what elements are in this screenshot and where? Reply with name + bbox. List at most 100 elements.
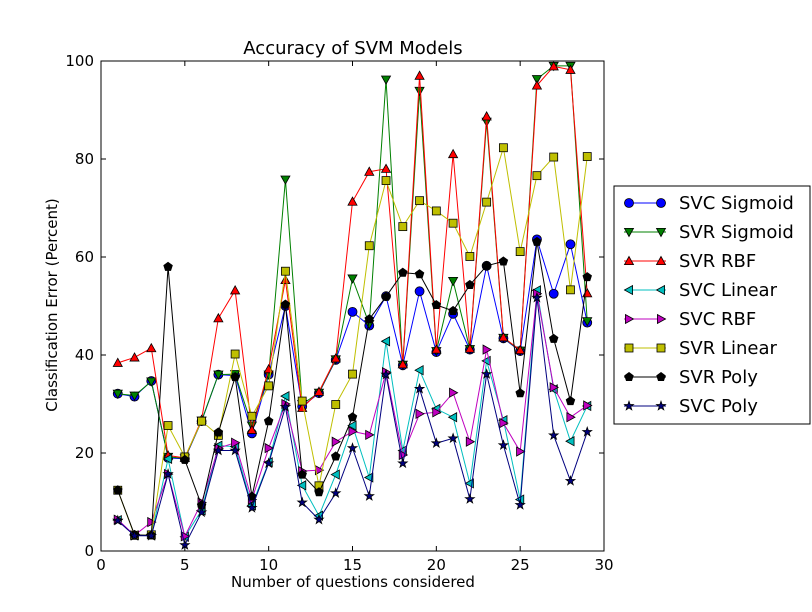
data-point	[146, 377, 157, 387]
data-point	[549, 152, 559, 162]
data-point	[331, 400, 341, 409]
data-point	[213, 427, 224, 437]
data-point	[448, 218, 458, 228]
data-point	[515, 388, 525, 398]
data-point	[128, 529, 141, 541]
legend-marker	[657, 313, 667, 325]
data-point	[548, 333, 559, 343]
data-point	[296, 496, 308, 508]
x-tick-label: 20	[427, 556, 446, 574]
legend-entry: SVR Poly	[624, 367, 758, 388]
series-line	[117, 297, 588, 547]
legend-marker	[655, 227, 667, 238]
data-point	[264, 442, 274, 454]
data-point	[499, 417, 509, 429]
data-point	[447, 148, 459, 159]
legend-marker	[623, 284, 633, 296]
data-point	[247, 411, 257, 421]
data-point	[582, 317, 593, 327]
data-point	[213, 370, 224, 380]
legend-label: SVR RBF	[679, 251, 756, 272]
data-point	[212, 444, 225, 456]
data-point	[515, 247, 525, 257]
data-point	[397, 457, 409, 469]
data-point	[398, 222, 408, 232]
data-point	[348, 426, 358, 437]
chart-title: Accuracy of SVM Models	[243, 38, 462, 59]
data-point	[180, 454, 190, 464]
legend-marker	[656, 198, 666, 208]
data-point	[498, 332, 509, 342]
data-point	[548, 61, 559, 71]
x-tick-label: 25	[511, 556, 530, 574]
data-point	[565, 396, 576, 406]
data-point	[313, 386, 325, 396]
legend-entry: SVC Poly	[623, 396, 758, 417]
data-point	[229, 444, 241, 456]
legend-label: SVR Sigmoid	[679, 222, 794, 243]
legend-label: SVC Sigmoid	[679, 193, 794, 214]
data-point	[129, 391, 140, 401]
data-point	[413, 382, 426, 394]
legend-label: SVR Linear	[679, 338, 778, 359]
data-point	[582, 152, 592, 161]
data-point	[263, 416, 274, 426]
data-point	[364, 166, 375, 176]
data-point	[297, 396, 307, 406]
data-point	[581, 425, 593, 437]
data-point	[347, 306, 358, 317]
legend-entry: SVR Sigmoid	[623, 222, 794, 243]
data-point	[347, 196, 358, 206]
data-point	[297, 402, 308, 412]
y-tick-label: 60	[75, 248, 94, 266]
data-point	[112, 389, 123, 400]
legend-marker	[623, 400, 635, 411]
legend-entry: SVR RBF	[623, 251, 756, 272]
data-point	[313, 513, 325, 525]
data-point	[398, 267, 408, 277]
series-2	[112, 61, 593, 462]
data-point	[582, 287, 593, 298]
data-point	[465, 436, 476, 447]
data-point	[197, 416, 207, 426]
data-point	[296, 480, 307, 491]
data-point	[281, 266, 290, 276]
data-point	[331, 436, 342, 447]
legend-entry: SVC Linear	[623, 280, 778, 301]
data-point	[482, 344, 492, 355]
data-point	[447, 277, 459, 287]
x-tick-label: 5	[180, 556, 190, 574]
data-point	[280, 299, 291, 309]
data-point	[548, 288, 559, 299]
data-point	[364, 314, 375, 324]
legend-entry: SVR Linear	[624, 338, 778, 359]
data-point	[531, 75, 543, 85]
data-point	[113, 485, 123, 495]
data-point	[347, 274, 358, 284]
legend-marker	[655, 255, 667, 266]
y-tick-label: 40	[75, 346, 94, 364]
data-point	[162, 453, 173, 465]
data-point	[582, 272, 592, 282]
data-point	[565, 239, 576, 250]
y-axis-label: Classification Error (Percent)	[43, 198, 61, 412]
data-point	[481, 260, 492, 270]
data-point	[566, 285, 575, 295]
series-1	[112, 61, 593, 464]
data-point	[414, 70, 425, 80]
data-point	[112, 357, 123, 367]
data-point	[231, 437, 241, 448]
data-point	[129, 352, 140, 362]
data-point	[431, 206, 441, 216]
data-point	[146, 342, 157, 353]
data-point	[347, 420, 357, 431]
data-point	[330, 451, 341, 461]
data-point	[465, 279, 475, 289]
data-point	[213, 312, 224, 323]
data-point	[414, 269, 425, 279]
y-tick-label: 0	[84, 542, 94, 560]
data-point	[430, 437, 442, 449]
data-point	[397, 358, 408, 369]
data-point	[531, 80, 543, 90]
legend-marker	[624, 343, 634, 353]
